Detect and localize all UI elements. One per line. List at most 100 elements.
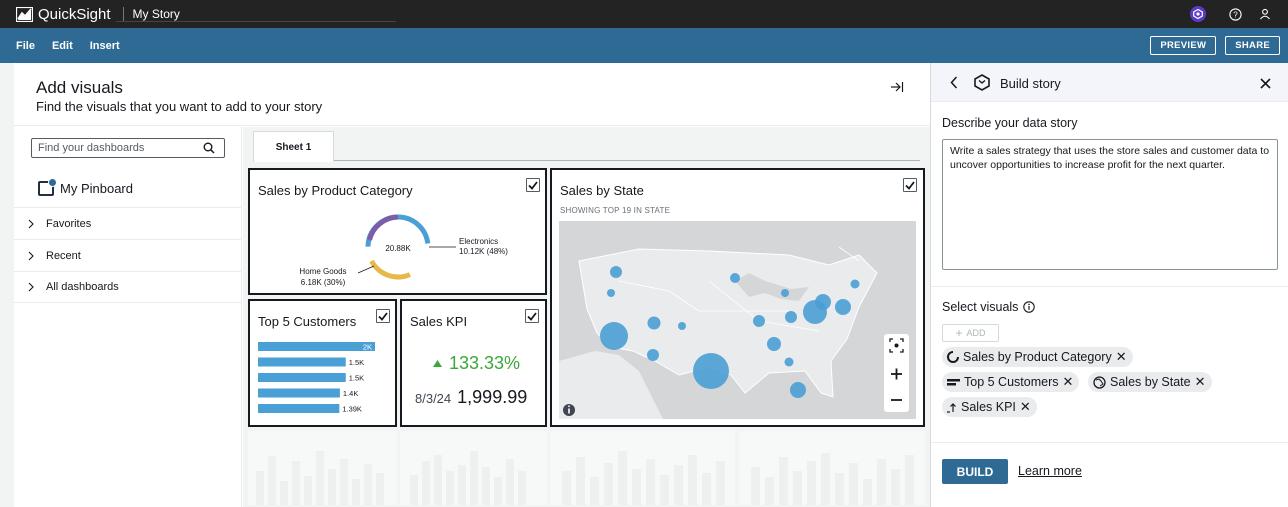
amazon-q-icon (974, 74, 990, 96)
placeholder-visual (739, 431, 925, 505)
nav-all-dashboards[interactable]: All dashboards (14, 271, 242, 303)
chip-sales-kpi[interactable]: Sales KPI ✕ (942, 397, 1037, 417)
add-visuals-subtitle: Find the visuals that you want to add to… (36, 99, 323, 114)
add-visuals-panel: Add visuals Find the visuals that you wa… (14, 63, 930, 507)
value-electronics: 10.12K (48%) (459, 247, 508, 256)
remove-chip-icon[interactable]: ✕ (1062, 374, 1074, 389)
check-icon (905, 180, 915, 190)
visual-title: Sales by State (560, 183, 644, 198)
add-visuals-title: Add visuals (36, 78, 123, 97)
build-button[interactable]: BUILD (942, 459, 1008, 484)
map-bubble[interactable] (835, 299, 851, 315)
customer-bar[interactable] (258, 357, 346, 367)
map-bubble[interactable] (600, 322, 628, 350)
info-icon[interactable] (1023, 301, 1036, 313)
customers-bar-chart: 2K 1.5K 1.5K 1.4K 1.39K (258, 342, 375, 414)
user-icon[interactable] (1258, 7, 1272, 21)
map-bubble[interactable] (610, 266, 622, 278)
add-visual-button[interactable]: + ADD (942, 324, 999, 342)
remove-chip-icon[interactable]: ✕ (1194, 374, 1206, 389)
visual-top-5-customers[interactable]: Top 5 Customers 2K 1.5K 1.5K 1.4K 1.39K (248, 299, 397, 427)
nav-favorites[interactable]: Favorites (14, 207, 242, 239)
dashboard-search-input[interactable]: Find your dashboards (31, 138, 225, 158)
help-icon[interactable]: ? (1228, 7, 1242, 21)
map-bubble[interactable] (790, 382, 806, 398)
remove-chip-icon[interactable]: ✕ (1115, 349, 1127, 364)
map-bubble[interactable] (607, 289, 615, 297)
map-bubble[interactable] (850, 279, 860, 289)
chip-sales-by-product-category[interactable]: Sales by Product Category ✕ (942, 347, 1133, 367)
chip-label: Sales by State (1110, 375, 1191, 389)
quicksight-logo[interactable]: QuickSight (16, 6, 111, 23)
map-bubble[interactable] (730, 273, 740, 283)
pinboard-label: My Pinboard (60, 181, 133, 196)
my-pinboard[interactable]: My Pinboard (38, 178, 133, 196)
chip-sales-by-state[interactable]: Sales by State ✕ (1088, 372, 1212, 392)
customer-bar[interactable] (258, 388, 340, 398)
check-icon (527, 311, 537, 321)
info-icon[interactable] (563, 404, 575, 416)
tab-sheet-1[interactable]: Sheet 1 (253, 131, 334, 162)
customer-bar-label: 1.39K (342, 405, 362, 414)
visual-checkbox[interactable] (525, 309, 539, 323)
map-bubble[interactable] (785, 311, 797, 323)
menu-edit[interactable]: Edit (51, 39, 73, 52)
customer-bar[interactable] (258, 342, 375, 351)
map-bubble[interactable] (753, 315, 765, 327)
check-icon (528, 180, 538, 190)
describe-story-textarea[interactable]: Write a sales strategy that uses the sto… (942, 139, 1278, 270)
map-bubble[interactable] (781, 289, 789, 297)
menu-insert[interactable]: Insert (89, 39, 120, 52)
visual-checkbox[interactable] (526, 178, 540, 192)
preview-button[interactable]: PREVIEW (1150, 36, 1217, 55)
check-icon (378, 311, 388, 321)
mexico-landmass (559, 351, 663, 419)
search-icon[interactable] (203, 142, 215, 157)
nav-label: All dashboards (46, 281, 119, 293)
quicksight-logo-icon (16, 6, 33, 22)
label-electronics: Electronics (459, 237, 498, 246)
leader-line (357, 265, 375, 274)
great-lakes (735, 273, 809, 301)
customer-bar-label: 1.4K (343, 389, 358, 398)
customer-bar[interactable] (258, 373, 346, 382)
customer-bar[interactable] (258, 404, 340, 413)
donut-slice-home-goods (369, 259, 411, 280)
back-icon[interactable] (950, 76, 958, 94)
map-bubble[interactable] (647, 316, 661, 330)
build-story-panel: Build story Describe your data story Wri… (930, 63, 1288, 507)
map-bubble[interactable] (693, 353, 729, 389)
map-bubble[interactable] (815, 294, 831, 310)
map-bubble[interactable] (647, 349, 659, 361)
visual-title: Sales by Product Category (258, 183, 413, 198)
donut-chart-icon (947, 351, 959, 363)
share-button[interactable]: SHARE (1225, 36, 1280, 55)
visual-checkbox[interactable] (903, 178, 917, 192)
visual-sales-by-category[interactable]: Sales by Product Category 20.88K Electro… (248, 168, 547, 295)
nav-recent[interactable]: Recent (14, 239, 242, 271)
remove-chip-icon[interactable]: ✕ (1019, 399, 1031, 414)
dashboard-nav-list: Favorites Recent All dashboards (14, 207, 242, 303)
menu-bar: File Edit Insert PREVIEW SHARE (0, 28, 1288, 63)
collapse-panel-icon[interactable] (890, 80, 904, 98)
add-label: ADD (966, 328, 986, 338)
menu-file[interactable]: File (16, 39, 35, 52)
chevron-right-icon (28, 251, 34, 260)
visual-sales-by-state[interactable]: Sales by State SHOWING TOP 19 IN STATE (550, 168, 925, 427)
close-icon[interactable] (1260, 76, 1271, 94)
map-bubble[interactable] (678, 322, 686, 330)
kpi-change: 133.33% (433, 353, 520, 374)
learn-more-link[interactable]: Learn more (1018, 464, 1082, 478)
placeholder-visual (400, 431, 547, 505)
visual-sales-kpi[interactable]: Sales KPI 133.33% 8/3/24 1,999.99 (400, 299, 547, 427)
visual-checkbox[interactable] (376, 309, 390, 323)
map-bubble[interactable] (784, 357, 794, 367)
chip-top-5-customers[interactable]: Top 5 Customers ✕ (942, 372, 1080, 392)
app-name: QuickSight (38, 5, 111, 23)
label-home-goods: Home Goods (299, 267, 346, 276)
zoom-in-icon[interactable] (891, 368, 902, 380)
map-bubble[interactable] (767, 337, 781, 351)
focus-map-icon[interactable] (889, 338, 904, 353)
document-title[interactable]: My Story (132, 7, 180, 21)
amazon-q-icon[interactable] (1190, 6, 1206, 22)
